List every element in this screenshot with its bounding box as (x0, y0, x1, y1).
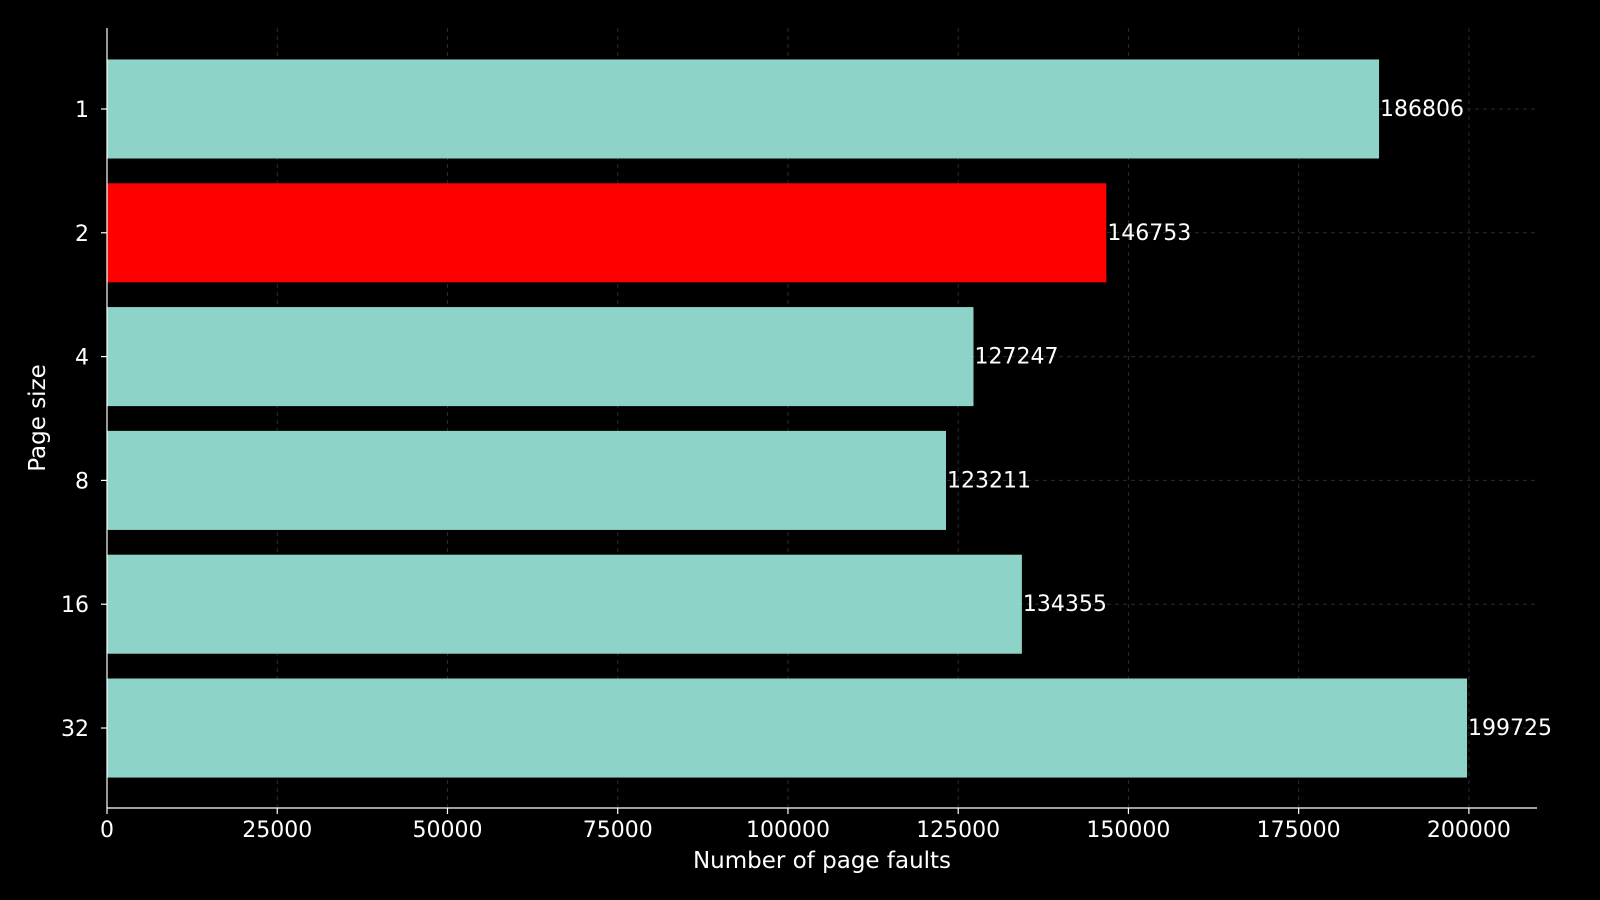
bar-page-size-2 (107, 183, 1107, 283)
bar-page-size-4 (107, 307, 974, 407)
data-label: 127247 (974, 345, 1058, 370)
y-tick-label: 16 (61, 593, 89, 618)
data-label: 146753 (1107, 221, 1191, 246)
data-label: 134355 (1023, 592, 1107, 617)
x-tick-label: 50000 (412, 818, 482, 843)
x-tick-label: 200000 (1427, 818, 1511, 843)
y-tick-label: 4 (75, 346, 89, 371)
y-tick-label: 1 (75, 98, 89, 123)
data-label: 186806 (1380, 97, 1464, 122)
bar-page-size-8 (107, 430, 947, 530)
bars-layer (107, 59, 1468, 778)
x-tick-label: 150000 (1086, 818, 1170, 843)
data-labels-layer: 186806 146753 127247 123211 134355 199725 (947, 97, 1552, 741)
data-label: 123211 (947, 468, 1031, 493)
bar-page-size-32 (107, 678, 1468, 778)
x-tick-label: 0 (100, 818, 114, 843)
x-tick-label: 125000 (916, 818, 1000, 843)
data-label: 199725 (1468, 716, 1552, 741)
x-tick-label: 175000 (1257, 818, 1341, 843)
x-tick-label: 100000 (746, 818, 830, 843)
y-tick-label: 2 (75, 222, 89, 247)
bar-page-size-16 (107, 554, 1022, 654)
bar-page-size-1 (107, 59, 1380, 159)
x-tick-label: 25000 (242, 818, 312, 843)
y-axis-title: Page size (25, 364, 51, 472)
x-axis-title: Number of page faults (693, 848, 951, 874)
y-tick-label: 32 (61, 717, 89, 742)
axes-layer: 0 25000 50000 75000 100000 125000 150000 175000… (61, 28, 1537, 843)
x-tick-label: 75000 (583, 818, 653, 843)
y-tick-label: 8 (75, 469, 89, 494)
